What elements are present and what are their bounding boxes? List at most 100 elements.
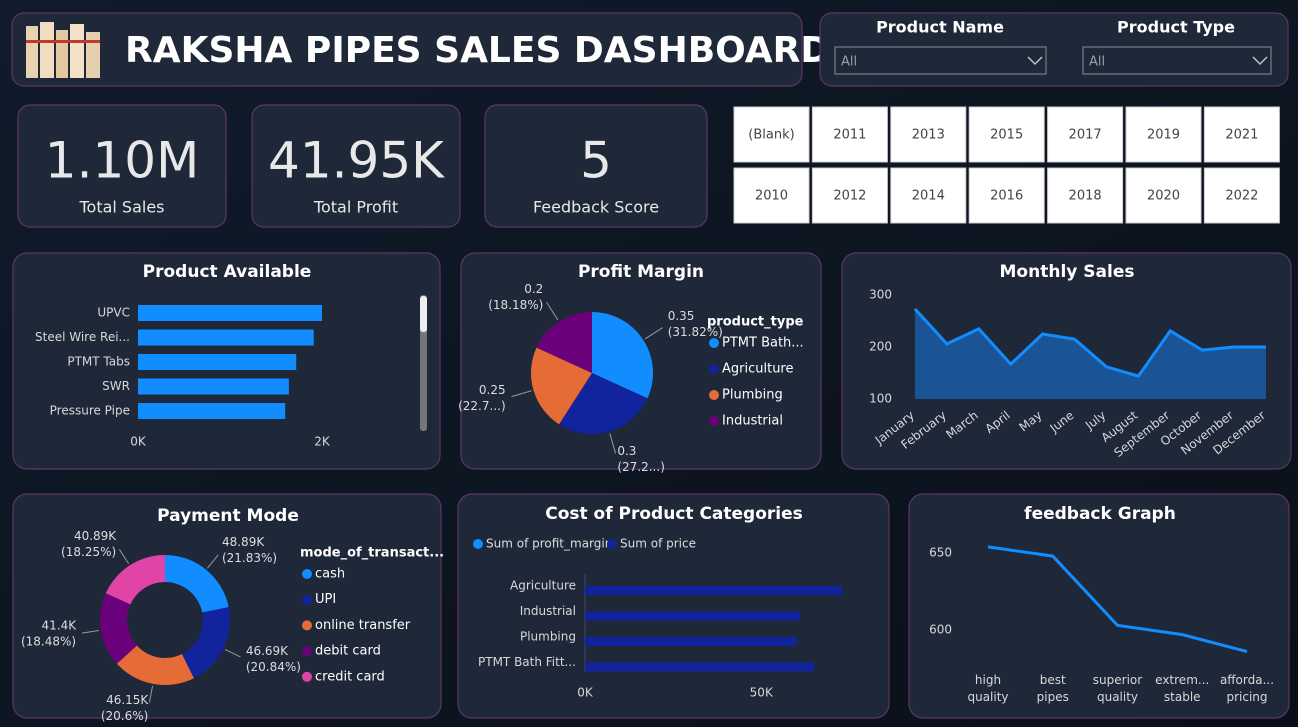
chart-title: Profit Margin — [578, 262, 704, 282]
year-label: 2019 — [1147, 128, 1180, 143]
bar — [138, 329, 314, 346]
y-tick-label: Steel Wire Rei... — [35, 330, 130, 344]
data-label: 0.2 — [524, 282, 543, 296]
year-button[interactable] — [811, 167, 888, 224]
logo — [26, 22, 100, 78]
legend-marker[interactable] — [709, 364, 719, 374]
year-button[interactable] — [1125, 167, 1202, 224]
data-label: (27.2...) — [617, 460, 665, 474]
scrollbar-thumb[interactable] — [420, 296, 427, 332]
y-tick-label: 200 — [869, 340, 892, 354]
legend-marker[interactable] — [302, 671, 312, 682]
chart-card — [457, 493, 890, 719]
bar — [585, 611, 801, 621]
chart-title: Cost of Product Categories — [545, 504, 803, 524]
legend-label[interactable]: online transfer — [315, 618, 411, 633]
x-tick-label: high quality — [967, 673, 1008, 704]
x-tick-label: superior quality — [1093, 673, 1142, 704]
legend-label[interactable]: cash — [315, 567, 345, 582]
y-tick-label: SWR — [102, 379, 130, 393]
legend-title: mode_of_transact... — [300, 546, 444, 561]
x-tick-label: 0K — [130, 435, 147, 449]
legend-marker[interactable] — [302, 646, 312, 657]
legend-marker[interactable] — [302, 594, 312, 605]
legend-marker[interactable] — [302, 569, 312, 579]
dropdown[interactable] — [1082, 46, 1272, 75]
year-button[interactable] — [968, 106, 1045, 163]
legend-marker[interactable] — [302, 620, 312, 631]
data-label: (18.48%) — [21, 635, 76, 649]
kpi-value: 1.10M — [45, 132, 199, 190]
y-tick-label: 100 — [869, 392, 892, 406]
y-tick-label: PTMT Tabs — [67, 355, 130, 369]
x-tick-label: extrem... stable — [1155, 673, 1209, 704]
year-button[interactable] — [890, 106, 967, 163]
chart-title: Payment Mode — [157, 506, 299, 526]
dropdown-arrow — [1252, 56, 1268, 66]
legend-marker[interactable] — [709, 390, 719, 400]
y-tick-label: 300 — [869, 288, 892, 302]
leader-line — [511, 390, 532, 398]
kpi-label: Total Profit — [313, 198, 398, 217]
legend-marker[interactable] — [709, 416, 719, 426]
legend-marker[interactable] — [709, 338, 719, 348]
dropdown-value: All — [1089, 55, 1105, 70]
slice — [536, 312, 592, 373]
year-button[interactable] — [1047, 106, 1124, 163]
y-tick-label: Agriculture — [510, 579, 576, 593]
legend-marker[interactable] — [607, 539, 617, 549]
kpi-label: Feedback Score — [533, 198, 659, 217]
kpi-card — [484, 104, 708, 228]
legend-label[interactable]: Industrial — [722, 414, 783, 429]
y-tick-label: Pressure Pipe — [50, 404, 130, 418]
legend-label[interactable]: UPI — [315, 592, 336, 607]
year-label: (Blank) — [748, 128, 794, 143]
year-button[interactable] — [968, 167, 1045, 224]
legend-label[interactable]: Sum of profit_margin — [486, 537, 612, 551]
legend-label[interactable]: Plumbing — [722, 388, 783, 403]
x-tick-label: 2K — [314, 435, 331, 449]
data-label: (22.7...) — [458, 399, 506, 413]
legend-title: product_type — [707, 315, 804, 330]
data-label: 0.25 — [479, 383, 506, 397]
dropdown[interactable] — [834, 46, 1047, 75]
year-label: 2013 — [912, 128, 945, 143]
chart-title: feedback Graph — [1024, 504, 1176, 524]
year-label: 2017 — [1069, 128, 1102, 143]
year-button[interactable] — [733, 167, 810, 224]
data-label: 40.89K — [74, 529, 117, 543]
legend-label[interactable]: Sum of price — [620, 537, 696, 551]
bar — [138, 305, 322, 321]
leader-line — [609, 433, 617, 454]
year-button[interactable] — [1047, 167, 1124, 224]
year-button[interactable] — [890, 167, 967, 224]
legend-marker[interactable] — [473, 539, 483, 549]
slice — [531, 347, 592, 425]
chart-title: Product Available — [143, 262, 312, 282]
kpi-card — [251, 104, 461, 228]
year-label: 2015 — [990, 128, 1023, 143]
year-button[interactable] — [811, 106, 888, 163]
year-button[interactable] — [733, 106, 810, 163]
y-tick-label: PTMT Bath Fitt... — [478, 655, 576, 669]
legend-label[interactable]: PTMT Bath... — [722, 336, 804, 351]
year-button[interactable] — [1203, 167, 1280, 224]
x-tick-label: 0K — [577, 686, 594, 700]
year-button[interactable] — [1203, 106, 1280, 163]
legend-label[interactable]: credit card — [315, 669, 385, 684]
kpi-label: Total Sales — [78, 198, 164, 217]
year-button[interactable] — [1125, 106, 1202, 163]
data-label: (20.6%) — [101, 709, 148, 723]
year-label: 2022 — [1225, 189, 1258, 204]
filter-label: Product Type — [1117, 18, 1235, 37]
legend-label[interactable]: debit card — [315, 644, 381, 659]
chart-title: Monthly Sales — [1000, 262, 1135, 282]
data-label: (20.84%) — [246, 660, 301, 674]
leader-line — [224, 649, 241, 658]
bar — [138, 354, 297, 370]
data-label: 0.35 — [668, 309, 695, 323]
leader-line — [81, 629, 99, 634]
legend-label[interactable]: Agriculture — [722, 362, 794, 377]
slice — [99, 593, 137, 664]
data-label: (18.25%) — [61, 545, 116, 559]
